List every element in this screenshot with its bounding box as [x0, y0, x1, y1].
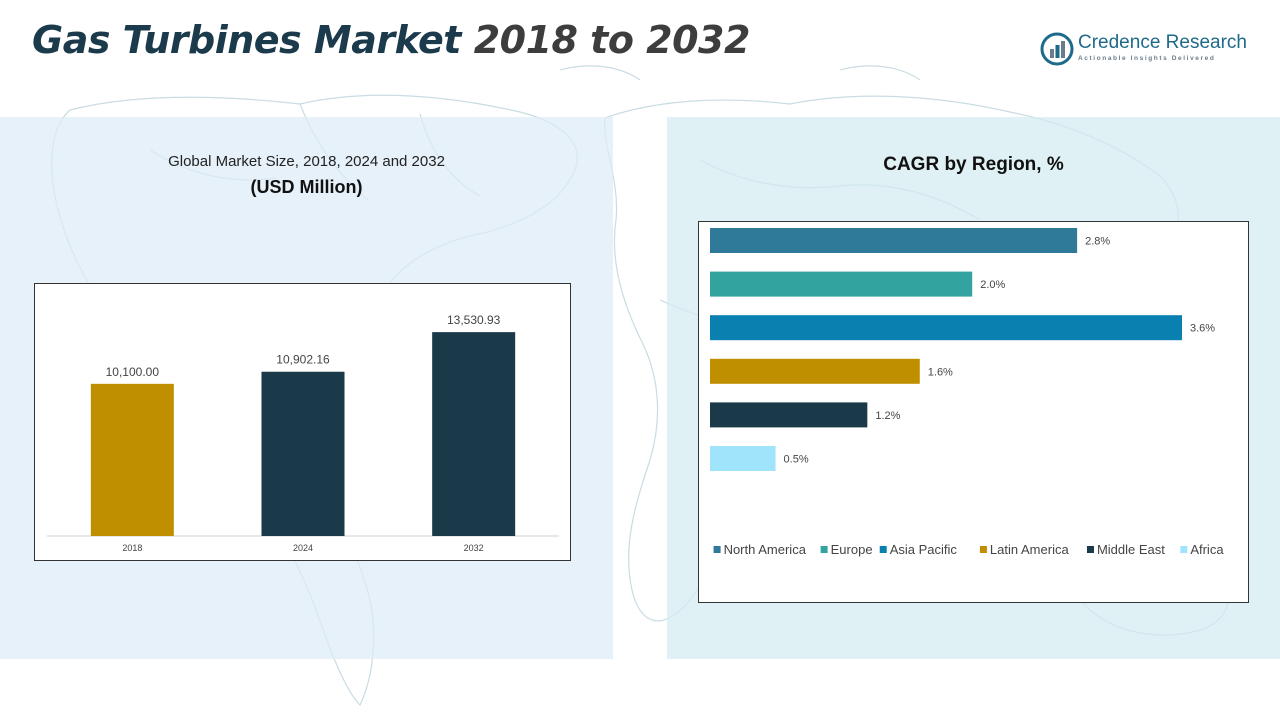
legend-swatch-middle-east: [1086, 546, 1094, 553]
bar-value-label: 2.8%: [1085, 236, 1110, 248]
bar-africa: [710, 446, 776, 471]
bar-europe: [710, 271, 973, 297]
x-tick-label: 2032: [464, 543, 484, 553]
brand-tagline: Actionable Insights Delivered: [1078, 55, 1216, 62]
legend-label: Europe: [831, 542, 873, 557]
bar-asia-pacific: [710, 315, 1182, 341]
legend-label: Middle East: [1097, 542, 1165, 557]
legend-swatch-asia-pacific: [879, 546, 887, 553]
bar-value-label: 2.0%: [980, 279, 1005, 291]
cagr-horizontal-bar-chart: 2.8% 2.0% 3.6% 1.6% 1.2% 0.5% North America Eur…: [710, 228, 1224, 557]
legend-swatch-europe: [820, 546, 828, 553]
legend-swatch-africa: [1180, 546, 1188, 553]
brand-name: Credence Research: [1078, 32, 1247, 53]
market-size-unit: (USD Million): [250, 177, 363, 197]
legend-label: North America: [724, 542, 807, 557]
bar-value-label: 3.6%: [1190, 323, 1215, 335]
legend-label: Asia Pacific: [890, 542, 958, 557]
bar-2032: [432, 332, 516, 536]
bar-value-label: 1.2%: [875, 410, 900, 422]
market-size-chart-frame: 10,100.00 2018 10,902.16 2024 13,530.93 2032: [34, 283, 571, 561]
bar-2018: [90, 383, 174, 536]
x-tick-label: 2018: [122, 543, 142, 553]
bar-growth-logo-icon: [1040, 32, 1074, 66]
brand-logo: Credence Research Actionable Insights De…: [1040, 32, 1260, 72]
market-size-bar-chart: 10,100.00 2018 10,902.16 2024 13,530.93 2032: [47, 313, 559, 553]
bar-2024: [261, 371, 345, 536]
bar-value-label: 13,530.93: [447, 313, 501, 327]
bar-middle-east: [710, 402, 868, 428]
chart-legend: North America Europe Asia Pacific Latin Ame…: [713, 542, 1224, 557]
x-tick-label: 2024: [293, 543, 313, 553]
legend-swatch-north-america: [713, 546, 721, 553]
page-title: Gas Turbines Market 2018 to 2032: [32, 18, 750, 62]
bar-latin-america: [710, 358, 920, 384]
cagr-chart-title: CAGR by Region, %: [883, 154, 1064, 175]
bar-value-label: 10,902.16: [276, 353, 330, 367]
bar-value-label: 1.6%: [928, 366, 953, 378]
legend-label: Africa: [1190, 542, 1224, 557]
title-main: Gas Turbines Market: [32, 18, 461, 62]
cagr-chart-frame: 2.8% 2.0% 3.6% 1.6% 1.2% 0.5% North America Eur…: [698, 221, 1249, 603]
title-years: 2018 to 2032: [473, 18, 751, 62]
bar-north-america: [710, 228, 1078, 253]
bar-value-label: 0.5%: [784, 454, 809, 466]
market-size-chart-title: Global Market Size, 2018, 2024 and 2032: [168, 153, 445, 170]
bar-value-label: 10,100.00: [106, 365, 160, 379]
legend-swatch-latin-america: [979, 546, 987, 553]
legend-label: Latin America: [990, 542, 1070, 557]
